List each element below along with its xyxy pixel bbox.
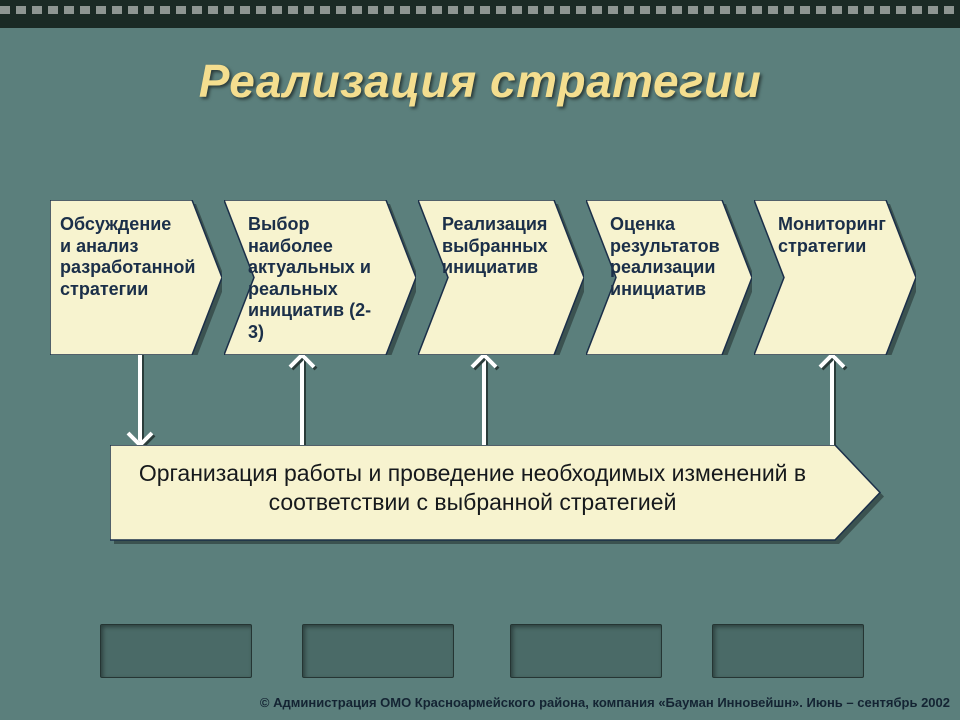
bottom-process-bar: Организация работы и проведение необходи… xyxy=(110,445,880,540)
bottom-bar-label: Организация работы и проведение необходи… xyxy=(130,459,815,517)
copyright-text: © Администрация ОМО Красноармейского рай… xyxy=(210,695,950,710)
step-label: Реализация выбранных инициатив xyxy=(442,214,554,279)
process-step: Выбор наиболее актуальных и реальных ини… xyxy=(224,200,416,355)
slide-title: Реализация стратегии xyxy=(0,54,960,108)
step-label: Оценка результатов реализации инициатив xyxy=(610,214,722,300)
footer-box xyxy=(302,624,454,678)
process-step: Мониторинг стратегии xyxy=(754,200,916,355)
process-step: Оценка результатов реализации инициатив xyxy=(586,200,752,355)
footer-box xyxy=(712,624,864,678)
footer-box xyxy=(510,624,662,678)
top-strip-ticks xyxy=(0,6,960,14)
footer-box xyxy=(100,624,252,678)
process-step: Реализация выбранных инициатив xyxy=(418,200,584,355)
process-step: Обсуждение и анализ разработанной страте… xyxy=(50,200,222,355)
top-decorative-strip xyxy=(0,0,960,28)
slide-background xyxy=(0,0,960,720)
step-label: Мониторинг стратегии xyxy=(778,214,886,257)
step-label: Выбор наиболее актуальных и реальных ини… xyxy=(248,214,386,344)
step-label: Обсуждение и анализ разработанной страте… xyxy=(60,214,184,300)
